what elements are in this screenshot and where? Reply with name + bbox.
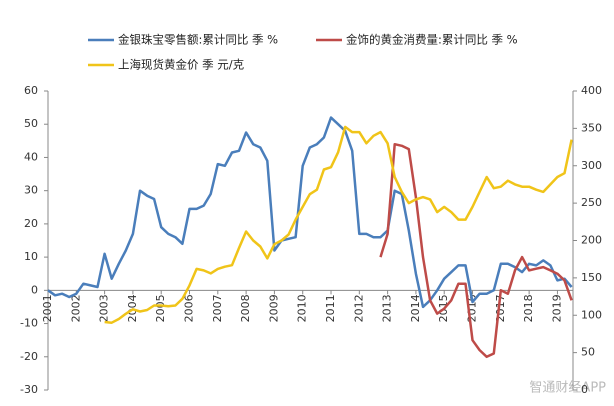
series-line — [47, 116, 573, 309]
y-tick-label: -10 — [20, 317, 38, 330]
y-tick-label: 10 — [24, 250, 38, 263]
y-tick-label: 0 — [31, 283, 38, 296]
y2-tick-label: 350 — [581, 121, 602, 134]
series-line — [379, 142, 573, 359]
legend-label: 金饰的黄金消费量:累计同比 季 % — [346, 33, 518, 47]
x-tick-label: 2001 — [41, 294, 54, 322]
y-tick-label: 50 — [24, 117, 38, 130]
x-tick-label: 2003 — [98, 294, 111, 322]
y2-tick-label: 50 — [581, 346, 595, 359]
legend-label: 上海现货黄金价 季 元/克 — [118, 58, 245, 72]
x-tick-label: 2012 — [352, 294, 365, 322]
x-tick-label: 2005 — [154, 294, 167, 322]
x-tick-label: 2013 — [381, 294, 394, 322]
x-tick-label: 2009 — [267, 294, 280, 322]
y2-tick-label: 200 — [581, 234, 602, 247]
x-tick-label: 2007 — [211, 294, 224, 322]
x-tick-label: 2014 — [409, 294, 422, 322]
y2-tick-label: 300 — [581, 159, 602, 172]
y-tick-label: 20 — [24, 217, 38, 230]
series-line — [104, 125, 573, 324]
y-tick-label: 60 — [24, 84, 38, 97]
watermark: 智通财经APP — [529, 381, 606, 396]
x-tick-label: 2019 — [550, 294, 563, 322]
y-tick-label: 40 — [24, 150, 38, 163]
y2-tick-label: 100 — [581, 308, 602, 321]
y-tick-label: 30 — [24, 184, 38, 197]
x-tick-label: 2002 — [69, 294, 82, 322]
x-tick-label: 2011 — [324, 294, 337, 322]
x-tick-label: 2006 — [183, 294, 196, 322]
x-tick-label: 2008 — [239, 294, 252, 322]
y-tick-label: -30 — [20, 383, 38, 396]
y-tick-label: -20 — [20, 350, 38, 363]
y2-tick-label: 150 — [581, 271, 602, 284]
legend-label: 金银珠宝零售额:累计同比 季 % — [118, 33, 278, 47]
x-tick-label: 2018 — [522, 294, 535, 322]
y2-tick-label: 250 — [581, 196, 602, 209]
x-tick-label: 2010 — [296, 294, 309, 322]
y2-tick-label: 400 — [581, 84, 602, 97]
y2-tick-label: 0 — [581, 383, 588, 396]
